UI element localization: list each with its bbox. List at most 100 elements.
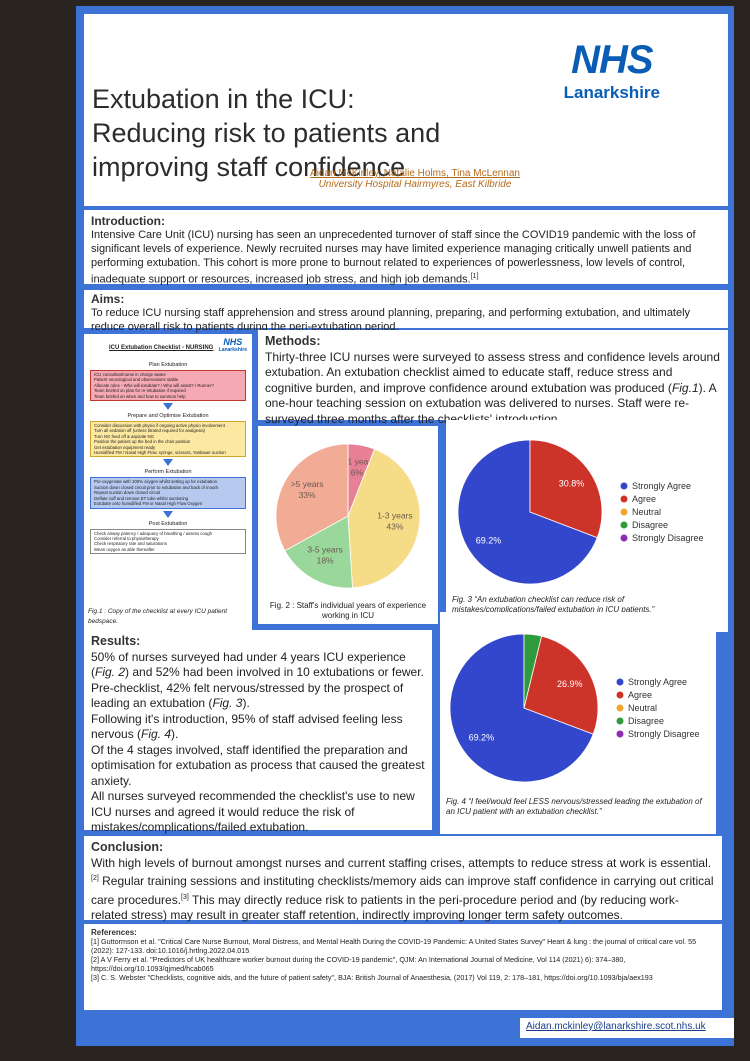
results-text: ) and 52% had been involved in 10 extuba… — [125, 665, 424, 679]
checklist-figure: ICU Extubation Checklist - NURSING NHS L… — [84, 334, 252, 630]
results-paragraph: Of the 4 stages involved, staff identifi… — [91, 743, 425, 790]
checklist-item: Pre-oxygenate with 100% oxygen whilst se… — [94, 479, 218, 485]
checklist-item: Suction down closed circuit prior to ext… — [94, 484, 218, 490]
slice-value-label: 30.8% — [559, 478, 585, 488]
checklist-item: Turn all sedation off (unless titrated r… — [94, 428, 206, 434]
methods: Methods: Thirty-three ICU nurses were su… — [258, 330, 728, 426]
figure-caption: Fig.1 : Copy of the checklist at every I… — [88, 608, 228, 625]
conclusion-text: This may directly reduce risk to patient… — [91, 892, 679, 923]
conclusion: Conclusion: With high levels of burnout … — [84, 836, 722, 923]
checklist-item: Check airway patency / adequacy of breat… — [94, 530, 212, 536]
figure-reference: Fig. 3 — [212, 696, 243, 710]
section-heading: Conclusion: — [91, 840, 164, 854]
checklist-step: Consider discussion with physio if ongoi… — [90, 421, 246, 458]
results-text: Of the 4 stages involved, staff identifi… — [91, 742, 425, 788]
slice-label: 3-5 years — [307, 545, 342, 555]
results-paragraph: Pre-checklist, 42% felt nervous/stressed… — [91, 681, 425, 712]
results-text: 50% of nurses surveyed had under 4 years… — [91, 650, 425, 836]
checklist-item: Consider discussion with physio if ongoi… — [94, 423, 225, 429]
citation: [2] — [91, 875, 99, 882]
checklist-item: Get extubation equipment ready — [94, 444, 156, 450]
checklist-item: Patient neurological and observations st… — [94, 377, 179, 383]
figure-reference: Fig. 4 — [141, 727, 172, 741]
citation: [1] — [470, 273, 479, 280]
nhs-logo: NHS Lanarkshire — [564, 38, 660, 103]
results: Results: 50% of nurses surveyed had unde… — [84, 630, 432, 834]
section-heading: Results: — [91, 634, 141, 648]
results-text: Following it's introduction, 95% of staf… — [91, 711, 403, 742]
checklist-item: Turn NG feed off & aspirate NG — [94, 433, 154, 439]
author-names: Aidan McKinley, Natalie Holms, Tina McLe… — [310, 168, 520, 179]
pie-chart: 69.2% 30.8% Strongly Agree Agree Neutral Disa… — [457, 439, 704, 585]
introduction: Introduction: Intensive Care Unit (ICU) … — [84, 210, 728, 286]
methods-text: Thirty-three ICU nurses were surveyed to… — [265, 349, 720, 395]
pie-slice — [457, 439, 598, 585]
legend-swatch — [616, 691, 624, 699]
legend-swatch — [620, 495, 628, 503]
section-heading: Aims: — [91, 292, 125, 306]
legend-label: Strongly Disagree — [628, 729, 700, 739]
slice-label: >5 years — [291, 479, 324, 489]
section-heading: Introduction: — [91, 214, 165, 228]
pie-chart: 69.2% 26.9% Strongly Agree Agree Neutral Disa… — [449, 633, 700, 783]
legend-swatch — [616, 678, 624, 686]
arrow — [163, 510, 173, 518]
slice-value-label: 69.2% — [469, 732, 495, 742]
legend-label: Disagree — [628, 716, 664, 726]
legend-swatch — [620, 534, 628, 542]
legend-label: Agree — [632, 494, 656, 504]
title-line: improving staff confidence — [92, 152, 406, 182]
pie-slice — [284, 515, 353, 589]
logo-text: NHS — [223, 337, 243, 347]
results-paragraph: All nurses surveyed recommended the chec… — [91, 789, 425, 836]
logo-subtext: Lanarkshire — [563, 83, 660, 102]
pie-slice — [529, 439, 603, 539]
pie-slice — [523, 635, 599, 735]
header-panel — [84, 14, 728, 206]
pie-slice — [275, 443, 349, 552]
intro-text: Intensive Care Unit (ICU) nursing has se… — [91, 229, 696, 286]
results-paragraph: Following it's introduction, 95% of staf… — [91, 712, 425, 743]
slice-value-label: 69.2% — [476, 536, 502, 546]
slice-value-label: 18% — [317, 556, 334, 566]
checklist-step-heading: Post Extubation — [148, 520, 188, 527]
figure-caption: Fig. 2 : Staff's individual years of exp… — [269, 601, 427, 620]
authors: Aidan McKinley, Natalie Holms, Tina McLe… — [250, 168, 580, 190]
figure-caption: Fig. 3 “An extubation checklist can redu… — [452, 595, 655, 614]
legend-swatch — [616, 717, 624, 725]
legend-swatch — [616, 704, 624, 712]
section-heading: Methods: — [265, 334, 321, 348]
results-text: Pre-checklist, 42% felt nervous/stressed… — [91, 680, 404, 711]
legend-label: Strongly Agree — [632, 481, 691, 491]
chart-panel: 69.2% 26.9% Strongly Agree Agree Neutral Disa… — [440, 612, 716, 834]
slice-value-label: 26.9% — [557, 679, 583, 689]
results-text: ). — [242, 696, 250, 710]
legend-swatch — [620, 482, 628, 490]
conclusion-text: With high levels of burnout amongst nurs… — [91, 855, 712, 870]
checklist-step: Pre-oxygenate with 100% oxygen whilst se… — [90, 477, 246, 509]
checklist-body: Plan Extubation ICU consultant/nurse in c… — [87, 362, 249, 555]
checklist-item: Deflate cuff and remove ET tube whilst s… — [94, 495, 189, 501]
references: References: [1] Guttormson et al. "Criti… — [84, 924, 722, 1010]
checklist-item: Wean oxygen as able thereafter — [94, 546, 155, 552]
checklist-step: Check airway patency / adequacy of breat… — [90, 528, 246, 555]
figure-reference: Fig. 2 — [95, 665, 126, 679]
slice-value-label: 33% — [299, 490, 316, 500]
checklist-item: Consider referral to physiotherapy — [94, 535, 159, 541]
checklist-item: Team briefed on plan for re-intubation i… — [94, 388, 186, 394]
citation: [3] — [181, 893, 189, 901]
pie-slice — [347, 448, 421, 589]
figure-reference: Fig.1 — [671, 380, 699, 395]
figure-caption: Fig. 4 “I feel/would feel LESS nervous/s… — [446, 797, 702, 816]
checklist-item: ICU consultant/nurse in charge aware — [94, 372, 166, 377]
chart-panel: 69.2% 30.8% Strongly Agree Agree Neutral Disa… — [446, 420, 728, 632]
reference: [2] A V Ferry et al. "Predictors of UK h… — [91, 955, 626, 973]
title-line: Reducing risk to patients and — [92, 118, 441, 148]
logo-subtext: Lanarkshire — [218, 347, 247, 353]
checklist-item: Repeat suction down closed circuit — [94, 490, 161, 496]
legend-swatch — [620, 521, 628, 529]
checklist-item: Position the patient up the bed in the c… — [94, 439, 191, 445]
logo-text: NHS — [571, 38, 653, 82]
